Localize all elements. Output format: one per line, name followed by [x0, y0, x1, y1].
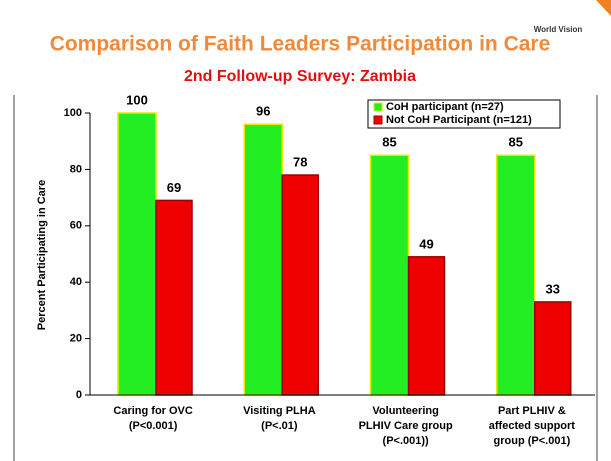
- data-label: 85: [382, 135, 396, 150]
- chart-subtitle: 2nd Follow-up Survey: Zambia: [184, 68, 416, 85]
- bar: [534, 301, 572, 396]
- bar: [155, 199, 193, 396]
- x-tick-label-line: Part PLHIV &: [498, 405, 566, 417]
- x-tick-label-line: Volunteering: [372, 405, 438, 417]
- y-tick-label: 60: [70, 220, 82, 232]
- bar: [117, 112, 157, 396]
- legend-label: CoH participant (n=27): [386, 101, 504, 113]
- y-tick-label: 40: [70, 276, 82, 288]
- x-tick-label: Visiting PLHA (P<.01): [243, 405, 316, 432]
- data-label: 85: [509, 135, 523, 150]
- data-label: 69: [167, 180, 181, 195]
- data-label: 100: [126, 92, 148, 107]
- y-axis-label: Percent Participating in Care: [36, 180, 48, 330]
- y-tick-label: 20: [70, 333, 82, 345]
- legend-label: Not CoH Participant (n=121): [386, 114, 532, 126]
- bar: [243, 123, 283, 396]
- bar: [496, 154, 536, 396]
- x-tick-label-line: Visiting PLHA: [243, 405, 316, 417]
- data-label: 78: [293, 154, 307, 169]
- legend-box: [367, 99, 561, 129]
- x-tick-label-line: (P<.01): [261, 420, 298, 432]
- bar: [281, 174, 319, 396]
- data-label: 49: [419, 236, 433, 251]
- data-label: 33: [546, 281, 560, 296]
- x-tick-label-line: Caring for OVC: [113, 405, 193, 417]
- x-tick-label-line: PLHIV Care group: [359, 420, 453, 432]
- y-tick-label: 100: [64, 107, 82, 119]
- x-tick-label: Caring for OVC (P<0.001): [113, 405, 193, 432]
- chart-title: Comparison of Faith Leaders Participatio…: [50, 33, 551, 56]
- bar: [407, 256, 446, 396]
- x-tick-label-line: group (P<.001): [494, 435, 571, 447]
- corner-accent: [596, 0, 611, 16]
- data-label: 96: [256, 104, 270, 119]
- y-tick-label: 0: [76, 389, 82, 401]
- logo: World Vision: [534, 25, 583, 34]
- x-tick-label-line: affected support: [489, 420, 576, 432]
- bar: [369, 154, 410, 396]
- x-tick-label: Volunteering PLHIV Care group (P<.001)): [359, 405, 453, 447]
- y-tick-label: 80: [70, 163, 82, 175]
- legend-swatch: [373, 115, 383, 125]
- x-tick-label-line: (P<0.001): [129, 420, 178, 432]
- x-tick-label: Part PLHIV & affected support group (P<.00…: [489, 405, 576, 447]
- legend-swatch: [373, 102, 383, 112]
- x-tick-label-line: (P<.001)): [383, 435, 429, 447]
